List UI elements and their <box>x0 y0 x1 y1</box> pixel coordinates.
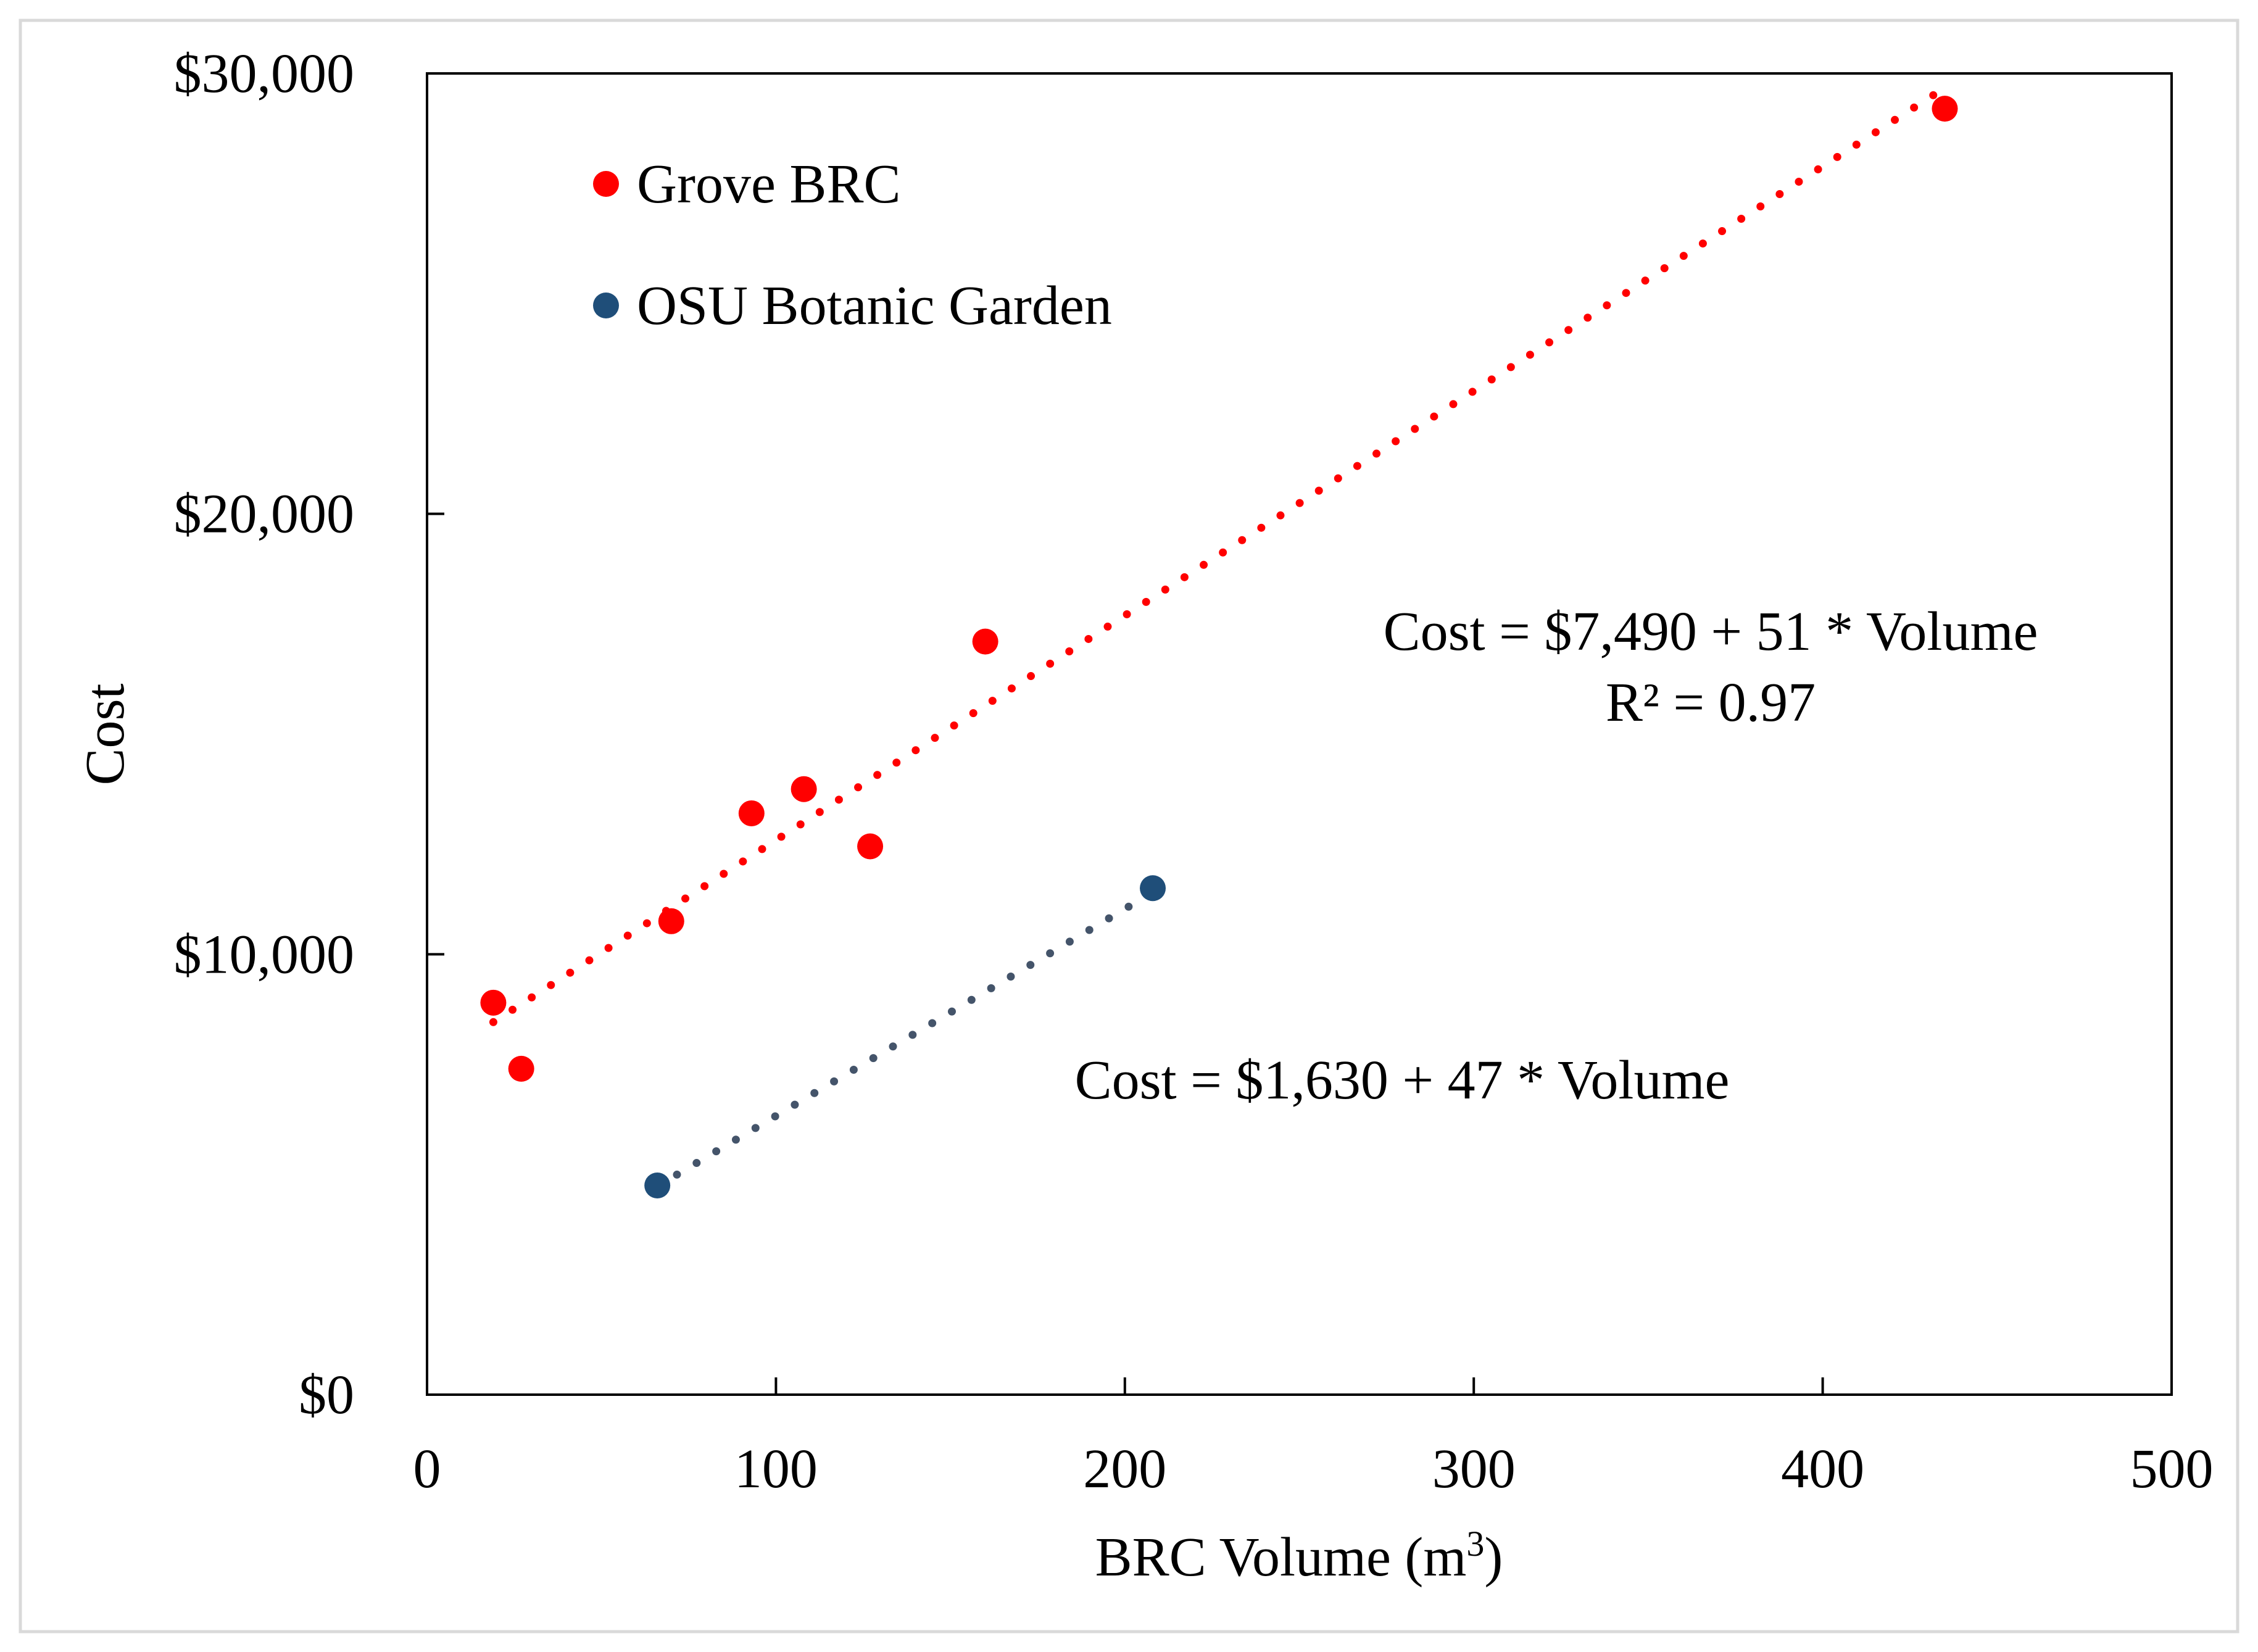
grove-equation-label: Cost = $7,490 + 51 * Volume <box>1384 601 2038 662</box>
point-grove-brc-5 <box>791 776 817 802</box>
legend: Grove BRC OSU Botanic Garden <box>593 154 1112 336</box>
y-axis-title: Cost <box>75 683 136 785</box>
trendline-osu-botanic-garden <box>653 888 1157 1190</box>
x-axis-ticks <box>426 1377 2173 1395</box>
point-osu-botanic-garden-2 <box>1140 875 1166 902</box>
x-tick-label-0: 0 <box>413 1438 441 1500</box>
point-grove-brc-8 <box>1932 96 1958 122</box>
grove-r-squared-label: R² = 0.97 <box>1606 672 1816 733</box>
y-tick-label-20000: $20,000 <box>174 484 355 545</box>
x-axis-tick-labels: 0 100 200 300 400 500 <box>413 1438 2214 1500</box>
x-axis-title: BRC Volume (m3) <box>1095 1524 1503 1588</box>
point-grove-brc-4 <box>738 800 765 826</box>
point-grove-brc-6 <box>857 833 884 860</box>
data-points <box>480 96 1958 1199</box>
x-tick-label-300: 300 <box>1432 1438 1516 1500</box>
plot-area <box>426 72 2173 1396</box>
x-tick-label-100: 100 <box>734 1438 818 1500</box>
point-osu-botanic-garden-1 <box>644 1173 671 1199</box>
legend-label-osu-botanic-garden: OSU Botanic Garden <box>637 275 1112 336</box>
legend-marker-osu-botanic-garden <box>593 293 619 318</box>
y-tick-label-10000: $10,000 <box>174 924 355 985</box>
point-grove-brc-2 <box>508 1055 534 1082</box>
trendline-grove-brc <box>489 83 1949 1026</box>
y-tick-label-0: $0 <box>299 1364 354 1426</box>
legend-marker-grove-brc <box>593 171 619 197</box>
osu-equation-label: Cost = $1,630 + 47 * Volume <box>1075 1050 1730 1111</box>
legend-label-grove-brc: Grove BRC <box>637 154 901 215</box>
y-tick-label-30000: $30,000 <box>174 43 355 104</box>
legend-item-grove-brc: Grove BRC <box>593 154 901 215</box>
x-tick-label-200: 200 <box>1083 1438 1166 1500</box>
trendlines <box>489 83 1949 1190</box>
point-grove-brc-3 <box>658 908 684 934</box>
y-axis-tick-labels: $0 $10,000 $20,000 $30,000 <box>174 43 355 1426</box>
point-grove-brc-7 <box>972 628 998 655</box>
x-tick-label-500: 500 <box>2130 1438 2214 1500</box>
x-tick-label-400: 400 <box>1781 1438 1864 1500</box>
point-grove-brc-1 <box>480 989 507 1016</box>
y-axis-ticks <box>427 72 444 1396</box>
legend-item-osu-botanic-garden: OSU Botanic Garden <box>593 275 1112 336</box>
